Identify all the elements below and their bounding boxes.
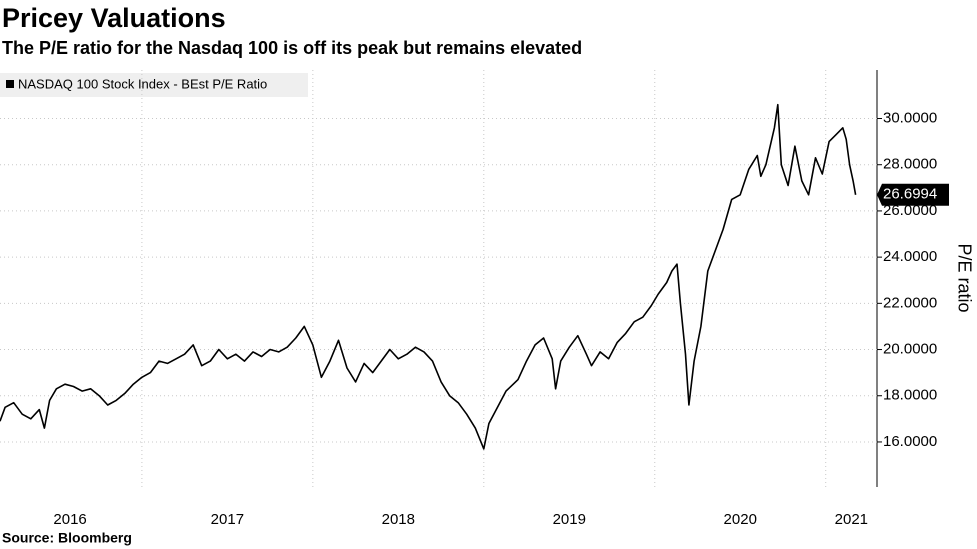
line — [0, 103, 857, 450]
x-tick-label: 2016 — [53, 511, 86, 528]
y-tick-label: 30.0000 — [883, 109, 937, 126]
y-tick-label: 22.0000 — [883, 294, 937, 311]
y-tick-label: 26.0000 — [883, 202, 937, 219]
x-tick-label: 2021 — [835, 511, 868, 528]
last-value-label: 26.6994 — [883, 186, 937, 203]
source: Source: Bloomberg — [2, 530, 132, 546]
chart-title: Pricey Valuations — [2, 3, 226, 33]
y-axis-label: P/E ratio — [954, 243, 974, 312]
chart-subtitle: The P/E ratio for the Nasdaq 100 is off … — [2, 38, 582, 58]
y-tick-label: 20.0000 — [883, 341, 937, 358]
legend-box — [0, 73, 308, 97]
x-tick-label: 2018 — [382, 511, 415, 528]
y-tick-label: 24.0000 — [883, 248, 937, 265]
y-tick-label: 28.0000 — [883, 156, 937, 173]
x-tick-label: 2019 — [553, 511, 586, 528]
x-tick-label: 2017 — [211, 511, 244, 528]
x-tick-label: 2020 — [724, 511, 757, 528]
y-tick-label: 18.0000 — [883, 387, 937, 404]
legend-swatch — [6, 80, 14, 88]
y-tick-label: 16.0000 — [883, 433, 937, 450]
legend-label: NASDAQ 100 Stock Index - BEst P/E Ratio — [18, 76, 267, 91]
last-value-box — [877, 183, 949, 206]
